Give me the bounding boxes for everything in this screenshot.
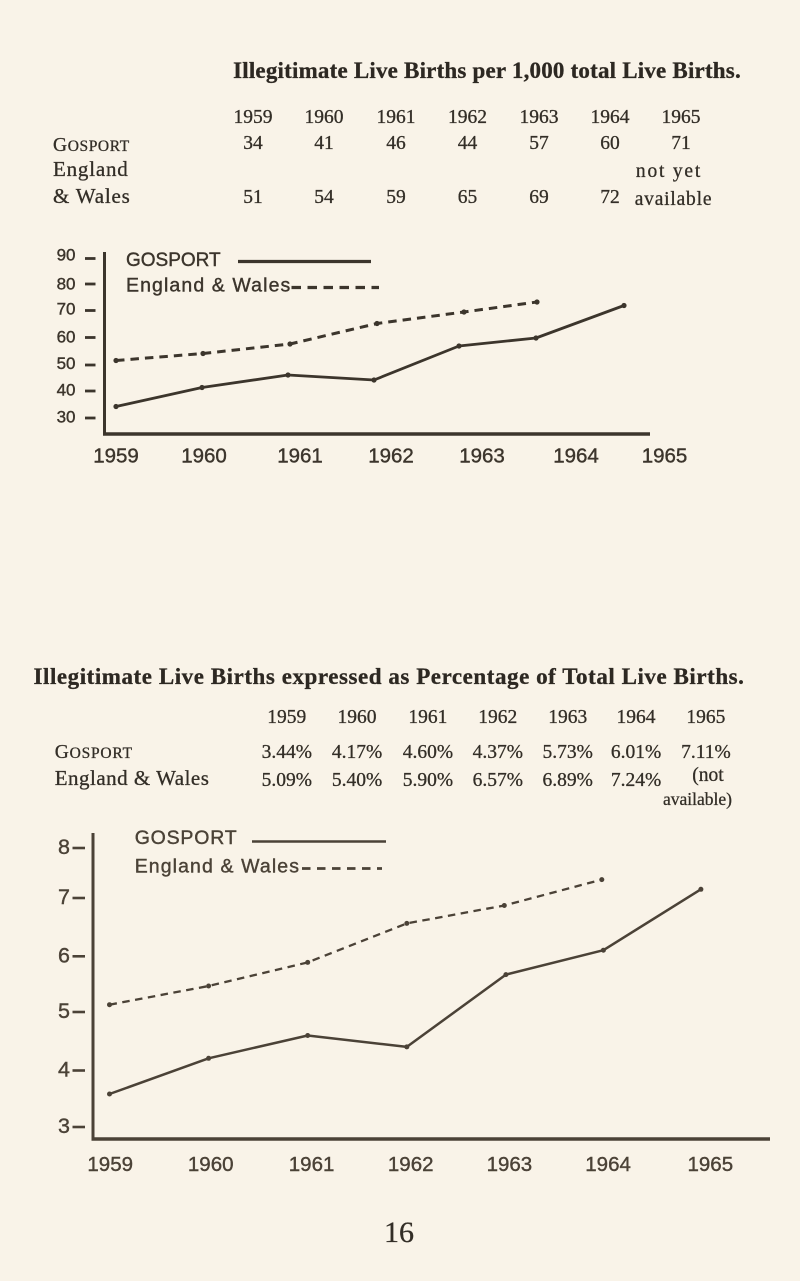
svg-text:1965: 1965	[642, 445, 688, 468]
svg-text:60: 60	[57, 328, 76, 347]
svg-text:70: 70	[57, 300, 76, 319]
svg-text:1961: 1961	[289, 1153, 335, 1176]
svg-text:1959: 1959	[93, 445, 139, 468]
svg-text:1963: 1963	[459, 445, 505, 468]
svg-text:1963: 1963	[487, 1153, 533, 1176]
svg-text:50: 50	[57, 354, 76, 373]
svg-text:5: 5	[58, 999, 70, 1023]
svg-text:1960: 1960	[188, 1153, 234, 1176]
svg-text:1964: 1964	[553, 445, 599, 468]
svg-text:England & Wales: England & Wales	[126, 275, 291, 297]
svg-text:1965: 1965	[687, 1153, 733, 1176]
svg-text:90: 90	[57, 246, 76, 265]
svg-text:8: 8	[58, 835, 70, 859]
svg-text:40: 40	[57, 381, 76, 400]
svg-text:6: 6	[58, 943, 70, 967]
svg-text:80: 80	[57, 275, 76, 294]
svg-text:1964: 1964	[585, 1153, 631, 1176]
svg-text:1960: 1960	[181, 445, 227, 468]
svg-text:GOSPORT: GOSPORT	[126, 250, 221, 271]
svg-text:GOSPORT: GOSPORT	[135, 827, 238, 849]
svg-text:7: 7	[58, 885, 70, 909]
svg-text:1962: 1962	[368, 445, 414, 468]
svg-text:England & Wales: England & Wales	[135, 856, 300, 878]
svg-text:30: 30	[57, 408, 76, 427]
svg-text:4: 4	[58, 1058, 70, 1082]
svg-text:3: 3	[58, 1114, 70, 1138]
svg-text:1962: 1962	[388, 1153, 434, 1176]
svg-text:1961: 1961	[277, 445, 323, 468]
svg-text:1959: 1959	[87, 1153, 133, 1176]
